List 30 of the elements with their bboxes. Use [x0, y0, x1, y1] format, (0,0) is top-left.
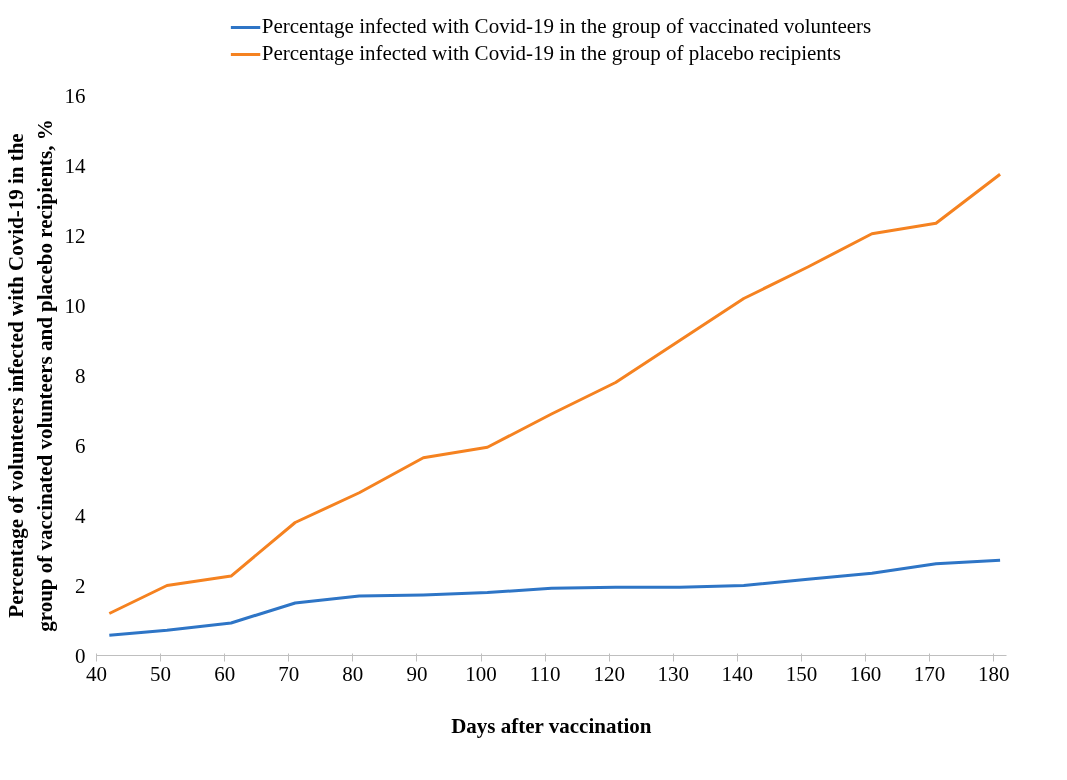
x-tick-label: 140 [721, 661, 754, 686]
line-series [107, 558, 1002, 637]
y-tick-label: 16 [64, 83, 86, 108]
legend-label: Percentage infected with Covid-19 in the group of placebo recipients [261, 41, 841, 66]
x-tick-label: 60 [214, 661, 236, 686]
y-tick-label: 0 [75, 643, 86, 668]
x-tick-label: 160 [849, 661, 882, 686]
x-tick-label: 100 [465, 661, 497, 686]
y-tick-label: 14 [64, 153, 86, 178]
x-tick-label: 170 [913, 661, 946, 686]
y-tick-label: 12 [64, 223, 86, 248]
x-tick-label: 130 [657, 661, 690, 686]
y-tick-label: 2 [75, 573, 86, 598]
x-tick-label: 70 [278, 661, 300, 686]
x-tick-label: 50 [150, 661, 172, 686]
x-tick-label: 180 [977, 661, 1010, 686]
x-tick-label: 80 [342, 661, 364, 686]
x-tick-label: 150 [785, 661, 818, 686]
y-axis-title: Percentage of volunteers infected with Covid-19 in the group of vaccinated volunteers and placebo recipients, % [3, 119, 57, 632]
legend-label: Percentage infected with Covid-19 in the group of vaccinated volunteers [261, 14, 872, 39]
x-axis-title: Days after vaccination [451, 713, 652, 738]
y-tick-label: 8 [75, 363, 86, 388]
y-tick-label: 10 [64, 293, 86, 318]
x-tick-label: 90 [406, 661, 428, 686]
x-tick-label: 40 [86, 661, 107, 686]
y-tick-label: 6 [75, 433, 86, 458]
x-tick-label: 110 [529, 661, 561, 686]
y-tick-label: 4 [75, 503, 86, 528]
line-series [107, 172, 1002, 615]
x-tick-label: 120 [593, 661, 625, 686]
